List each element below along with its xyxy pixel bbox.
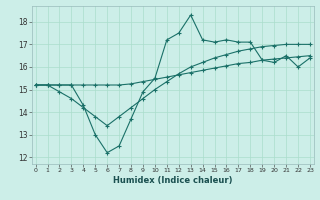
X-axis label: Humidex (Indice chaleur): Humidex (Indice chaleur) (113, 176, 233, 185)
